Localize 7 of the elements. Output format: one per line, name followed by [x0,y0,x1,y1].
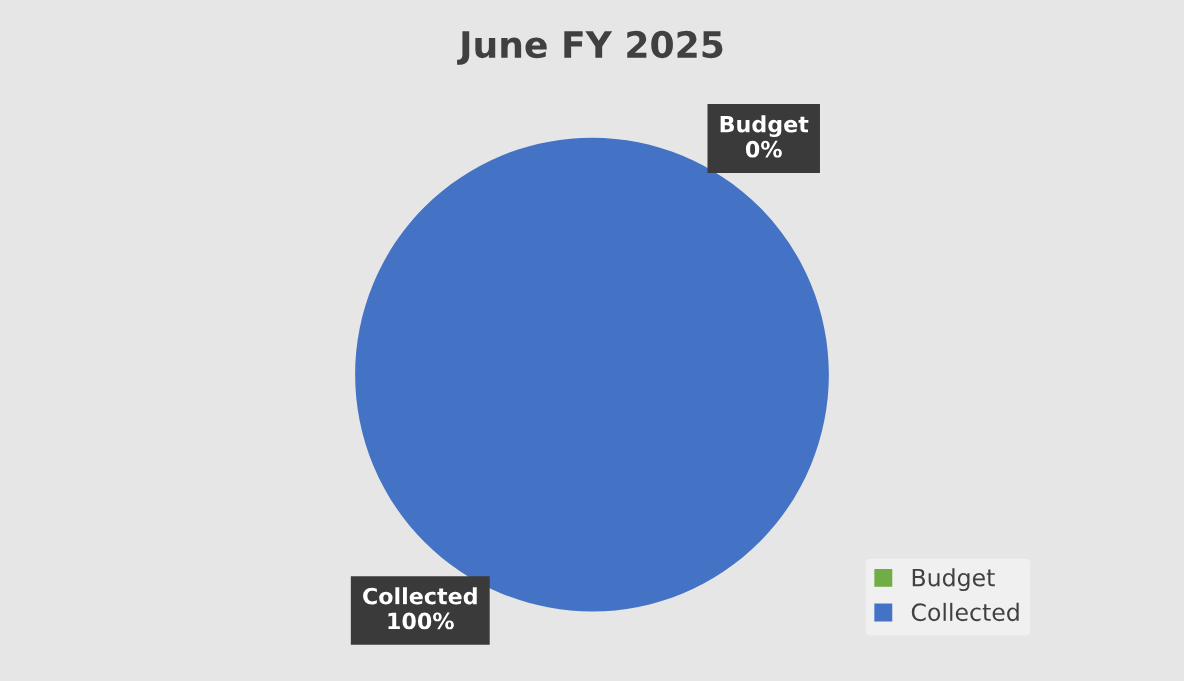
legend-label: Collected [911,602,1019,622]
legend-label: Budget [912,568,995,592]
data-label: 100% [388,612,454,630]
category-label: Budget [720,115,809,138]
chart-title: June FY 2025 [457,30,723,65]
text: 0% [745,140,782,158]
slice-label: Collected [363,587,477,605]
